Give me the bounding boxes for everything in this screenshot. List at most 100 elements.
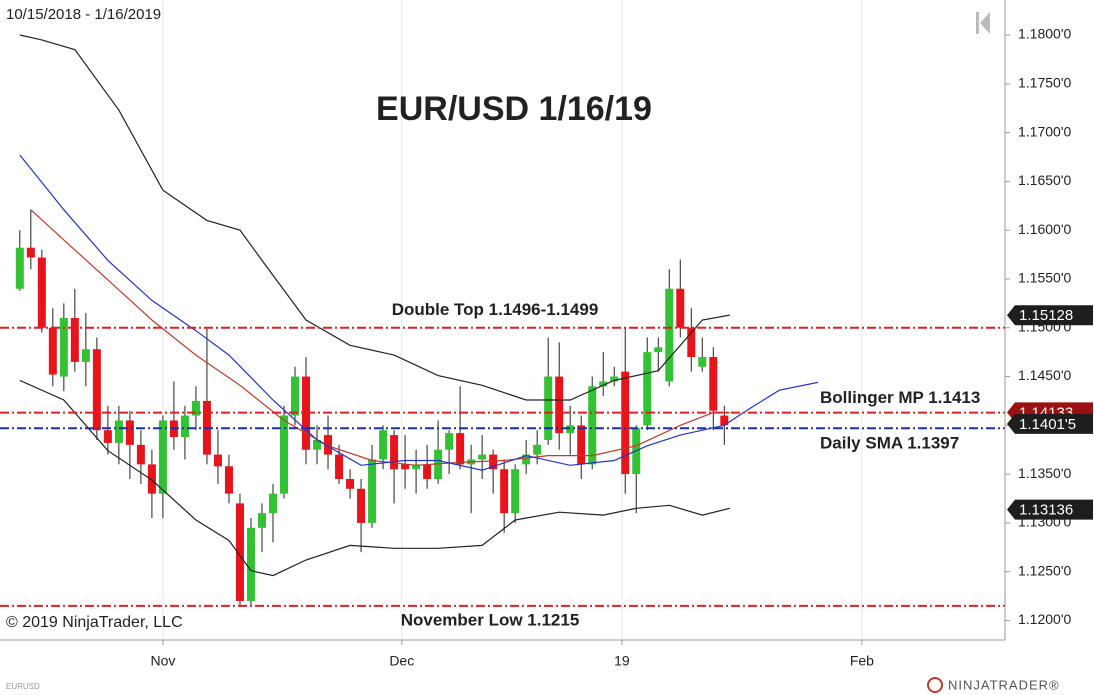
- level-annotation: Bollinger MP 1.1413: [820, 388, 980, 407]
- candle-body: [423, 464, 432, 479]
- candle-body: [147, 464, 156, 494]
- candle-body: [59, 317, 68, 377]
- x-tick-label: Feb: [850, 653, 874, 669]
- candle-body: [533, 444, 542, 455]
- level-annotation: Double Top 1.1496-1.1499: [392, 300, 599, 319]
- symbol: EURUSD: [6, 682, 40, 691]
- candle-body: [357, 488, 366, 523]
- price-marker: [1007, 305, 1093, 326]
- candle-body: [268, 493, 277, 514]
- candle-body: [224, 466, 233, 494]
- candle-body: [698, 357, 707, 367]
- candle-body: [544, 376, 553, 440]
- candle-body: [313, 439, 322, 450]
- candle-body: [412, 464, 421, 470]
- candle-body: [257, 513, 266, 528]
- candle-body: [37, 257, 46, 328]
- indicator-line: [30, 209, 730, 466]
- candle-body: [621, 371, 630, 475]
- candle-body: [566, 425, 575, 434]
- copyright: © 2019 NinjaTrader, LLC: [6, 614, 183, 631]
- candle-body: [522, 454, 531, 465]
- candle-body: [191, 400, 200, 416]
- icon-bar: [976, 12, 979, 34]
- candle-body: [136, 444, 145, 465]
- candle-body: [114, 420, 123, 443]
- candle-body: [599, 381, 608, 387]
- candle-body: [401, 464, 410, 470]
- brand-logo: [927, 677, 943, 693]
- y-tick-label: 1.1700'0: [1018, 123, 1071, 139]
- y-tick-label: 1.1750'0: [1018, 75, 1071, 91]
- axes-layer: 1.1200'01.1250'01.1300'01.1350'01.1400'0…: [150, 26, 1093, 669]
- candle-body: [324, 435, 333, 455]
- candle-body: [489, 454, 498, 470]
- price-marker-label: 1.1401'5: [1019, 416, 1076, 433]
- candle-body: [379, 430, 388, 460]
- brand: NINJATRADER®: [948, 677, 1060, 692]
- candle-body: [246, 527, 255, 601]
- candle-body: [456, 433, 465, 465]
- candle-body: [48, 327, 57, 375]
- candle-body: [665, 288, 674, 382]
- x-tick-label: 19: [614, 653, 630, 669]
- level-annotation: November Low 1.1215: [401, 610, 580, 629]
- x-tick-label: Nov: [150, 653, 175, 669]
- price-marker: [1007, 499, 1093, 520]
- candle-body: [500, 469, 509, 514]
- candle-body: [70, 317, 79, 362]
- price-marker: [1007, 413, 1093, 434]
- candle-body: [235, 503, 244, 601]
- candle-body: [511, 469, 520, 514]
- plot-layer: Double Top 1.1496-1.1499 Bollinger MP 1.1…: [0, 34, 1005, 629]
- candle-body: [610, 376, 619, 382]
- candle-body: [279, 415, 288, 494]
- date-range: 10/15/2018 - 1/16/2019: [6, 6, 161, 23]
- candle-body: [125, 420, 134, 445]
- level-annotation: Daily SMA 1.1397: [820, 434, 959, 453]
- x-tick-label: Dec: [389, 653, 414, 669]
- y-tick-label: 1.1250'0: [1018, 562, 1071, 578]
- candle-body: [180, 415, 189, 438]
- candle-body: [346, 478, 355, 489]
- candle-body: [158, 420, 167, 494]
- y-tick-label: 1.1350'0: [1018, 465, 1071, 481]
- candle-body: [15, 247, 24, 289]
- candle-body: [335, 454, 344, 479]
- candle-body: [103, 430, 112, 443]
- candle-body: [654, 347, 663, 353]
- collapse-icon[interactable]: [976, 12, 990, 34]
- candle-body: [555, 376, 564, 434]
- candle-body: [720, 415, 729, 426]
- candle-body: [213, 454, 222, 467]
- y-tick-label: 1.1200'0: [1018, 611, 1071, 627]
- indicator-line: [19, 379, 730, 577]
- candle-body: [709, 357, 718, 411]
- candle-body: [676, 288, 685, 328]
- price-marker-label: 1.15128: [1019, 307, 1073, 324]
- candle-body: [26, 247, 35, 258]
- candle-body: [368, 459, 377, 523]
- candle-body: [445, 433, 454, 450]
- candle-body: [588, 386, 597, 465]
- candle-body: [643, 352, 652, 426]
- candle-body: [577, 425, 586, 465]
- y-tick-label: 1.1450'0: [1018, 367, 1071, 383]
- price-marker-label: 1.13136: [1019, 502, 1073, 519]
- chart-title: EUR/USD 1/16/19: [376, 90, 652, 128]
- candle-body: [291, 376, 300, 416]
- icon-arrow: [980, 12, 990, 34]
- candle-body: [390, 435, 399, 470]
- y-tick-label: 1.1600'0: [1018, 221, 1071, 237]
- y-tick-label: 1.1800'0: [1018, 26, 1071, 42]
- y-tick-label: 1.1550'0: [1018, 270, 1071, 286]
- candle-body: [92, 349, 101, 431]
- candle-body: [478, 454, 487, 460]
- y-tick-label: 1.1650'0: [1018, 172, 1071, 188]
- candle-body: [687, 327, 696, 358]
- indicator-line: [19, 34, 730, 401]
- candle-body: [81, 349, 90, 362]
- grid-layer: [162, 0, 863, 640]
